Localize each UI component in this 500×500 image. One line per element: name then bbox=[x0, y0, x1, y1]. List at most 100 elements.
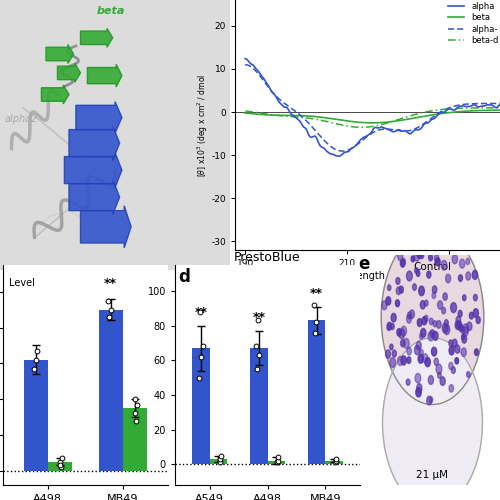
alpha- bbox=[340, 148, 345, 154]
Circle shape bbox=[432, 347, 436, 356]
Circle shape bbox=[462, 334, 465, 340]
Circle shape bbox=[391, 314, 396, 322]
Legend: alpha, beta, alpha-, beta-d: alpha, beta, alpha-, beta-d bbox=[448, 2, 498, 45]
Point bbox=[332, 456, 340, 464]
Point bbox=[216, 452, 224, 460]
Text: d: d bbox=[178, 268, 190, 286]
Point bbox=[56, 458, 64, 466]
Text: Control: Control bbox=[414, 262, 452, 272]
Point bbox=[132, 416, 140, 424]
beta-d bbox=[366, 124, 372, 130]
Point bbox=[106, 306, 114, 314]
FancyArrow shape bbox=[64, 152, 122, 188]
Circle shape bbox=[404, 338, 409, 348]
Point bbox=[105, 313, 113, 321]
Text: alpha2: alpha2 bbox=[4, 114, 38, 124]
Circle shape bbox=[455, 321, 460, 330]
Circle shape bbox=[470, 312, 474, 319]
alpha- bbox=[366, 132, 372, 138]
Circle shape bbox=[426, 396, 432, 405]
Point bbox=[104, 297, 112, 305]
Point bbox=[311, 328, 319, 336]
Point bbox=[274, 458, 281, 466]
Point bbox=[33, 347, 41, 355]
Circle shape bbox=[430, 318, 433, 324]
Bar bbox=[24, 360, 48, 470]
Circle shape bbox=[418, 354, 424, 363]
Point bbox=[253, 365, 261, 373]
Circle shape bbox=[390, 358, 396, 368]
Circle shape bbox=[399, 329, 404, 338]
Text: Level: Level bbox=[8, 278, 34, 287]
Circle shape bbox=[398, 252, 403, 260]
beta-d bbox=[358, 124, 364, 130]
Circle shape bbox=[463, 324, 468, 334]
Circle shape bbox=[438, 372, 441, 378]
Bar bbox=[210, 459, 227, 464]
beta bbox=[242, 110, 248, 116]
Circle shape bbox=[416, 342, 422, 350]
Text: 21 μM: 21 μM bbox=[416, 470, 448, 480]
Circle shape bbox=[456, 316, 460, 324]
Circle shape bbox=[429, 397, 432, 403]
Circle shape bbox=[462, 295, 466, 300]
FancyArrow shape bbox=[46, 44, 74, 64]
Circle shape bbox=[401, 326, 406, 336]
FancyArrow shape bbox=[69, 126, 119, 160]
beta bbox=[497, 107, 500, 113]
Circle shape bbox=[407, 357, 411, 364]
Circle shape bbox=[407, 348, 412, 355]
Circle shape bbox=[417, 250, 422, 258]
Circle shape bbox=[433, 332, 438, 340]
Circle shape bbox=[444, 324, 450, 334]
Circle shape bbox=[442, 323, 448, 333]
Point bbox=[331, 458, 339, 466]
Circle shape bbox=[449, 340, 452, 346]
Circle shape bbox=[401, 258, 406, 266]
Circle shape bbox=[466, 372, 470, 378]
Circle shape bbox=[466, 258, 469, 264]
Point bbox=[58, 454, 66, 462]
Circle shape bbox=[462, 335, 466, 343]
Circle shape bbox=[443, 293, 448, 300]
Circle shape bbox=[416, 384, 422, 392]
Point bbox=[196, 374, 203, 382]
Line: beta-d: beta-d bbox=[245, 108, 500, 128]
Circle shape bbox=[416, 388, 421, 397]
Circle shape bbox=[458, 275, 462, 281]
Line: alpha-: alpha- bbox=[245, 64, 500, 151]
alpha bbox=[394, 127, 400, 133]
FancyArrow shape bbox=[88, 64, 122, 87]
alpha bbox=[452, 107, 458, 113]
Point bbox=[199, 342, 207, 350]
Point bbox=[32, 356, 40, 364]
alpha bbox=[497, 102, 500, 107]
Circle shape bbox=[442, 308, 446, 314]
Circle shape bbox=[426, 271, 431, 278]
FancyArrow shape bbox=[42, 85, 69, 104]
alpha bbox=[336, 153, 342, 159]
Circle shape bbox=[446, 274, 450, 283]
beta-d bbox=[242, 108, 248, 114]
Circle shape bbox=[425, 358, 430, 366]
Point bbox=[312, 318, 320, 326]
Circle shape bbox=[444, 320, 448, 326]
Circle shape bbox=[428, 376, 434, 384]
Circle shape bbox=[455, 358, 458, 364]
Circle shape bbox=[452, 254, 458, 264]
Circle shape bbox=[408, 312, 412, 319]
Circle shape bbox=[466, 272, 470, 280]
beta bbox=[394, 118, 400, 124]
beta bbox=[452, 109, 458, 115]
Circle shape bbox=[458, 324, 463, 331]
alpha- bbox=[242, 62, 248, 68]
Circle shape bbox=[440, 377, 445, 386]
Circle shape bbox=[441, 260, 447, 270]
Circle shape bbox=[458, 310, 462, 317]
beta-d bbox=[497, 105, 500, 111]
Text: **: ** bbox=[194, 306, 207, 318]
Circle shape bbox=[455, 345, 460, 353]
Point bbox=[57, 463, 65, 471]
Text: e: e bbox=[358, 255, 370, 273]
Circle shape bbox=[420, 350, 424, 356]
